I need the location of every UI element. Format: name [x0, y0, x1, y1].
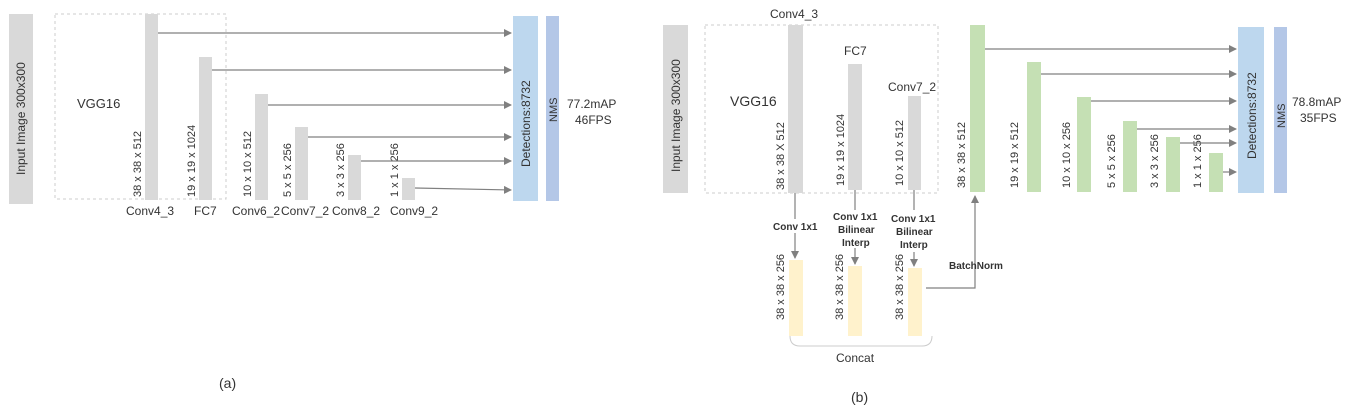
detections-box-b [1238, 27, 1264, 193]
layer-name-conv7-2-b: Conv7_2 [888, 80, 936, 94]
arrow-batchnorm [926, 195, 979, 289]
caption-b: (b) [851, 389, 868, 405]
pyramid-bar-4-b [1123, 121, 1137, 192]
result-fps-a: 46FPS [575, 113, 612, 127]
op-label-fc7-line1-b: Conv 1x1 [833, 212, 878, 223]
layer-name-conv4-3-b: Conv4_3 [770, 7, 818, 21]
pyramid-bar-1-b [970, 25, 985, 192]
layer-name-conv6-2-a: Conv6_2 [232, 204, 280, 218]
op-label-conv7-2-line1-b: Conv 1x1 [891, 214, 936, 225]
vgg16-region-b [704, 24, 939, 194]
layer-bar-fc7-b [848, 64, 862, 190]
op-label-bg-2 [830, 210, 880, 248]
yellow-dims-3-b: 38 x 38 x 256 [894, 254, 906, 320]
yellow-dims-1-b: 38 x 38 x 256 [775, 254, 787, 320]
pyramid-dims-5-b: 3 x 3 x 256 [1149, 134, 1161, 188]
concat-bracket [789, 335, 933, 347]
yellow-dims-2-b: 38 x 38 x 256 [834, 254, 846, 320]
layer-dims-fc7-b: 19 x 19 x 1024 [835, 114, 847, 186]
input-image-label-a: Input Image 300x300 [14, 62, 28, 175]
batchnorm-label: BatchNorm [949, 261, 1003, 272]
op-label-conv7-2-line2-b: Bilinear [896, 227, 933, 238]
yellow-bar-1-b [789, 260, 803, 336]
input-image-label-b: Input Image 300x300 [669, 59, 683, 172]
layer-name-conv7-2-a: Conv7_2 [281, 204, 329, 218]
op-label-conv7-2-line3-b: Interp [900, 240, 928, 251]
result-map-a: 77.2mAP [567, 97, 616, 111]
layer-name-fc7-b: FC7 [844, 44, 867, 58]
op-label-bg-3 [889, 210, 939, 252]
result-map-b: 78.8mAP [1292, 95, 1341, 109]
vgg16-label-b: VGG16 [730, 93, 777, 109]
layer-bar-conv4-3-b [788, 25, 803, 193]
layer-name-conv9-2-a: Conv9_2 [390, 204, 438, 218]
layer-dims-conv9-2-a: 1 x 1 x 256 [389, 143, 401, 197]
layer-bar-conv9-2-a [402, 178, 415, 200]
layer-bar-fc7-a [199, 57, 212, 200]
layer-dims-conv6-2-a: 10 x 10 x 512 [242, 131, 254, 197]
pyramid-dims-3-b: 10 x 10 x 256 [1061, 122, 1073, 188]
pyramid-dims-4-b: 5 x 5 x 256 [1106, 134, 1118, 188]
pyramid-dims-6-b: 1 x 1 x 256 [1192, 134, 1204, 188]
layer-bar-conv7-2-b [908, 96, 921, 190]
op-label-fc7-line2-b: Bilinear [838, 225, 875, 236]
yellow-bar-3-b [908, 268, 922, 336]
layer-bar-conv4-3-a [145, 14, 158, 200]
layer-dims-conv8-2-a: 3 x 3 x 256 [335, 143, 347, 197]
panel-a: Input Image 300x300 VGG16 38 x 38 x 512 … [9, 13, 616, 391]
pyramid-bar-5-b [1166, 137, 1180, 192]
detections-label-b: Detections:8732 [1245, 72, 1259, 159]
layer-name-conv4-3-a: Conv4_3 [126, 204, 174, 218]
layer-bar-conv7-2-a [295, 127, 308, 200]
layer-bar-conv6-2-a [255, 94, 268, 200]
panel-b: Input Image 300x300 VGG16 Conv4_3 FC7 Co… [663, 7, 1341, 405]
result-fps-b: 35FPS [1300, 111, 1337, 125]
concat-label: Concat [836, 351, 875, 365]
nms-box-a [546, 16, 559, 201]
pyramid-dims-1-b: 38 x 38 x 512 [956, 122, 968, 188]
input-image-bar-b [663, 25, 688, 193]
nms-box-b [1274, 27, 1287, 193]
arrow-conv9-2-to-detections-a [414, 185, 512, 194]
pyramid-bar-6-b [1209, 153, 1223, 192]
nms-label-a: NMS [548, 98, 560, 122]
pyramid-bar-2-b [1027, 62, 1041, 192]
detections-label-a: Detections:8732 [519, 80, 533, 167]
yellow-bar-2-b [848, 266, 862, 336]
layer-dims-conv7-2-a: 5 x 5 x 256 [282, 143, 294, 197]
layer-dims-conv7-2-b: 10 x 10 x 512 [894, 120, 906, 186]
caption-a: (a) [219, 375, 236, 391]
input-image-bar-a [9, 14, 33, 204]
pyramid-bar-3-b [1077, 97, 1091, 192]
op-label-bg-1 [772, 219, 820, 233]
detections-box-a [513, 16, 538, 201]
layer-bar-conv8-2-a [348, 155, 361, 200]
op-label-fc7-line3-b: Interp [842, 238, 870, 249]
layer-dims-conv4-3-a: 38 x 38 x 512 [132, 131, 144, 197]
pyramid-dims-2-b: 19 x 19 x 512 [1009, 122, 1021, 188]
vgg16-region-a [54, 13, 227, 200]
layer-dims-fc7-a: 19 x 19 x 1024 [186, 125, 198, 197]
nms-label-b: NMS [1276, 104, 1288, 128]
layer-name-fc7-a: FC7 [194, 204, 217, 218]
op-label-conv4-3-b: Conv 1x1 [773, 222, 818, 233]
layer-dims-conv4-3-b: 38 x 38 X 512 [775, 122, 787, 190]
layer-name-conv8-2-a: Conv8_2 [332, 204, 380, 218]
vgg16-label-a: VGG16 [77, 96, 120, 111]
